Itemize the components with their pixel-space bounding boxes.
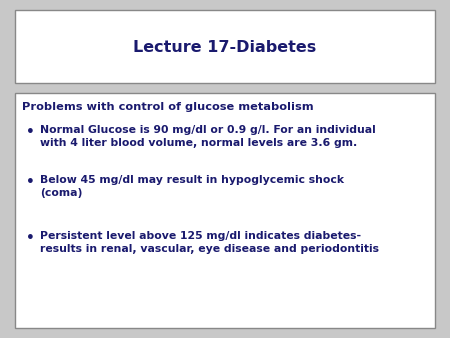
Text: Persistent level above 125 mg/dl indicates diabetes-
results in renal, vascular,: Persistent level above 125 mg/dl indicat…	[40, 231, 379, 254]
FancyBboxPatch shape	[15, 93, 435, 328]
FancyBboxPatch shape	[15, 10, 435, 83]
Text: Normal Glucose is 90 mg/dl or 0.9 g/l. For an individual
with 4 liter blood volu: Normal Glucose is 90 mg/dl or 0.9 g/l. F…	[40, 125, 376, 148]
Text: •: •	[26, 175, 35, 189]
Text: •: •	[26, 231, 35, 245]
Text: Lecture 17-Diabetes: Lecture 17-Diabetes	[133, 40, 317, 54]
Text: •: •	[26, 125, 35, 139]
Text: Problems with control of glucose metabolism: Problems with control of glucose metabol…	[22, 102, 314, 112]
Text: Below 45 mg/dl may result in hypoglycemic shock
(coma): Below 45 mg/dl may result in hypoglycemi…	[40, 175, 344, 198]
